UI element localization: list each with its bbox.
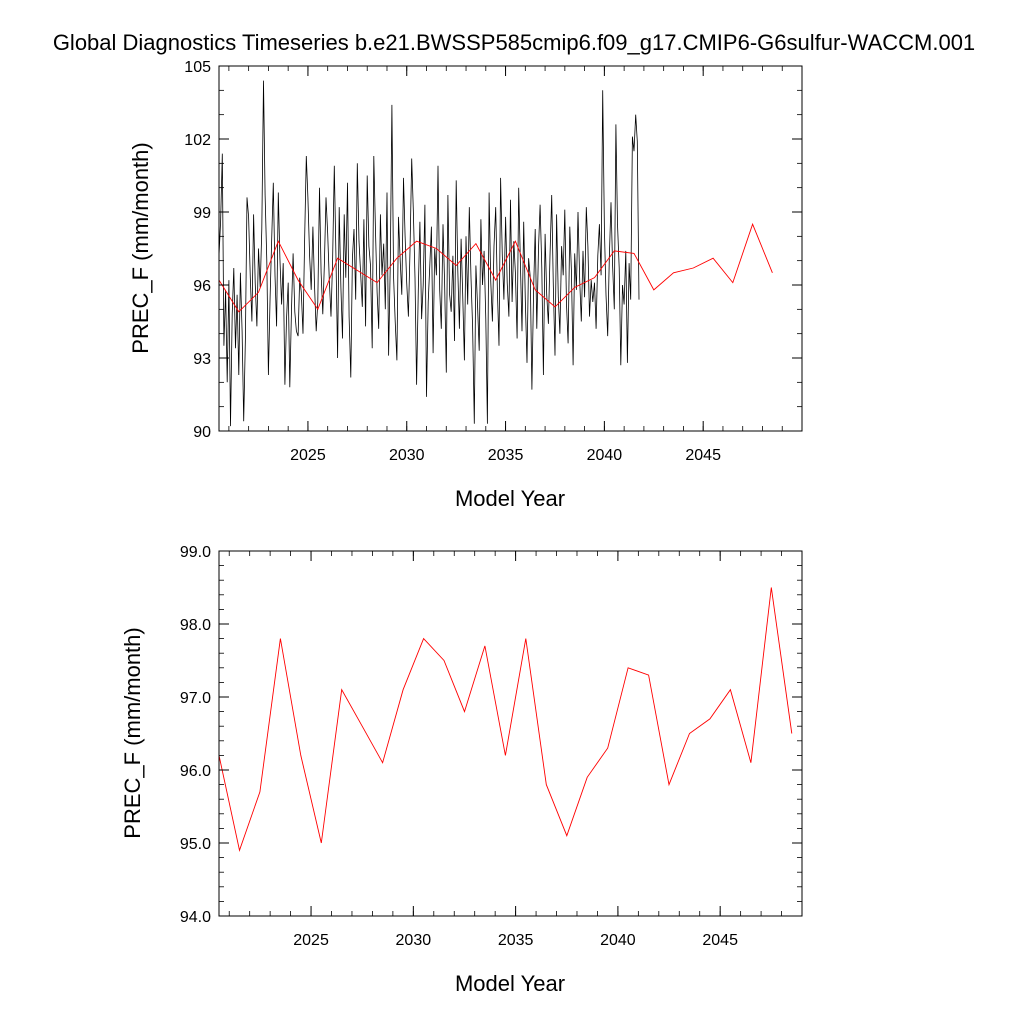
x-tick-label: 2045 (685, 447, 721, 464)
plot-frame (218, 550, 803, 917)
x-tick-label: 2035 (488, 447, 524, 464)
plot-frame (218, 65, 803, 432)
annual-series-line (218, 587, 793, 852)
y-tick-label: 95.0 (180, 836, 211, 853)
bottom-x-axis-label: Model Year (455, 971, 565, 996)
y-tick-label: 102 (184, 132, 211, 149)
y-tick-label: 94.0 (180, 909, 211, 926)
x-tick-label: 2040 (587, 447, 623, 464)
top-y-axis-label: PREC_F (mm/month) (128, 142, 153, 353)
top-x-axis-label: Model Year (455, 486, 565, 511)
monthly-series-line (218, 80, 640, 427)
y-tick-label: 90 (193, 424, 211, 441)
top-timeseries-plot: Model Year PREC_F (mm/month) 2025 2030 203… (128, 59, 803, 511)
x-tick-label: 2035 (498, 932, 534, 949)
x-tick-label: 2040 (600, 932, 636, 949)
x-tick-label: 2025 (293, 932, 329, 949)
y-tick-label: 99.0 (180, 544, 211, 561)
bottom-annual-plot: Model Year PREC_F (mm/month) 2025 2030 203… (120, 544, 803, 996)
bottom-y-axis-label: PREC_F (mm/month) (120, 627, 145, 838)
y-tick-label: 99 (193, 205, 211, 222)
figure-title: Global Diagnostics Timeseries b.e21.BWSS… (53, 30, 975, 55)
y-tick-label: 93 (193, 351, 211, 368)
x-tick-label: 2025 (290, 447, 326, 464)
x-tick-label: 2030 (396, 932, 432, 949)
y-tick-label: 96 (193, 278, 211, 295)
y-tick-label: 97.0 (180, 690, 211, 707)
annual-series-line (218, 222, 773, 313)
x-tick-label: 2045 (702, 932, 738, 949)
x-tick-label: 2030 (389, 447, 425, 464)
y-tick-label: 96.0 (180, 763, 211, 780)
y-tick-label: 105 (184, 59, 211, 76)
y-tick-label: 98.0 (180, 617, 211, 634)
